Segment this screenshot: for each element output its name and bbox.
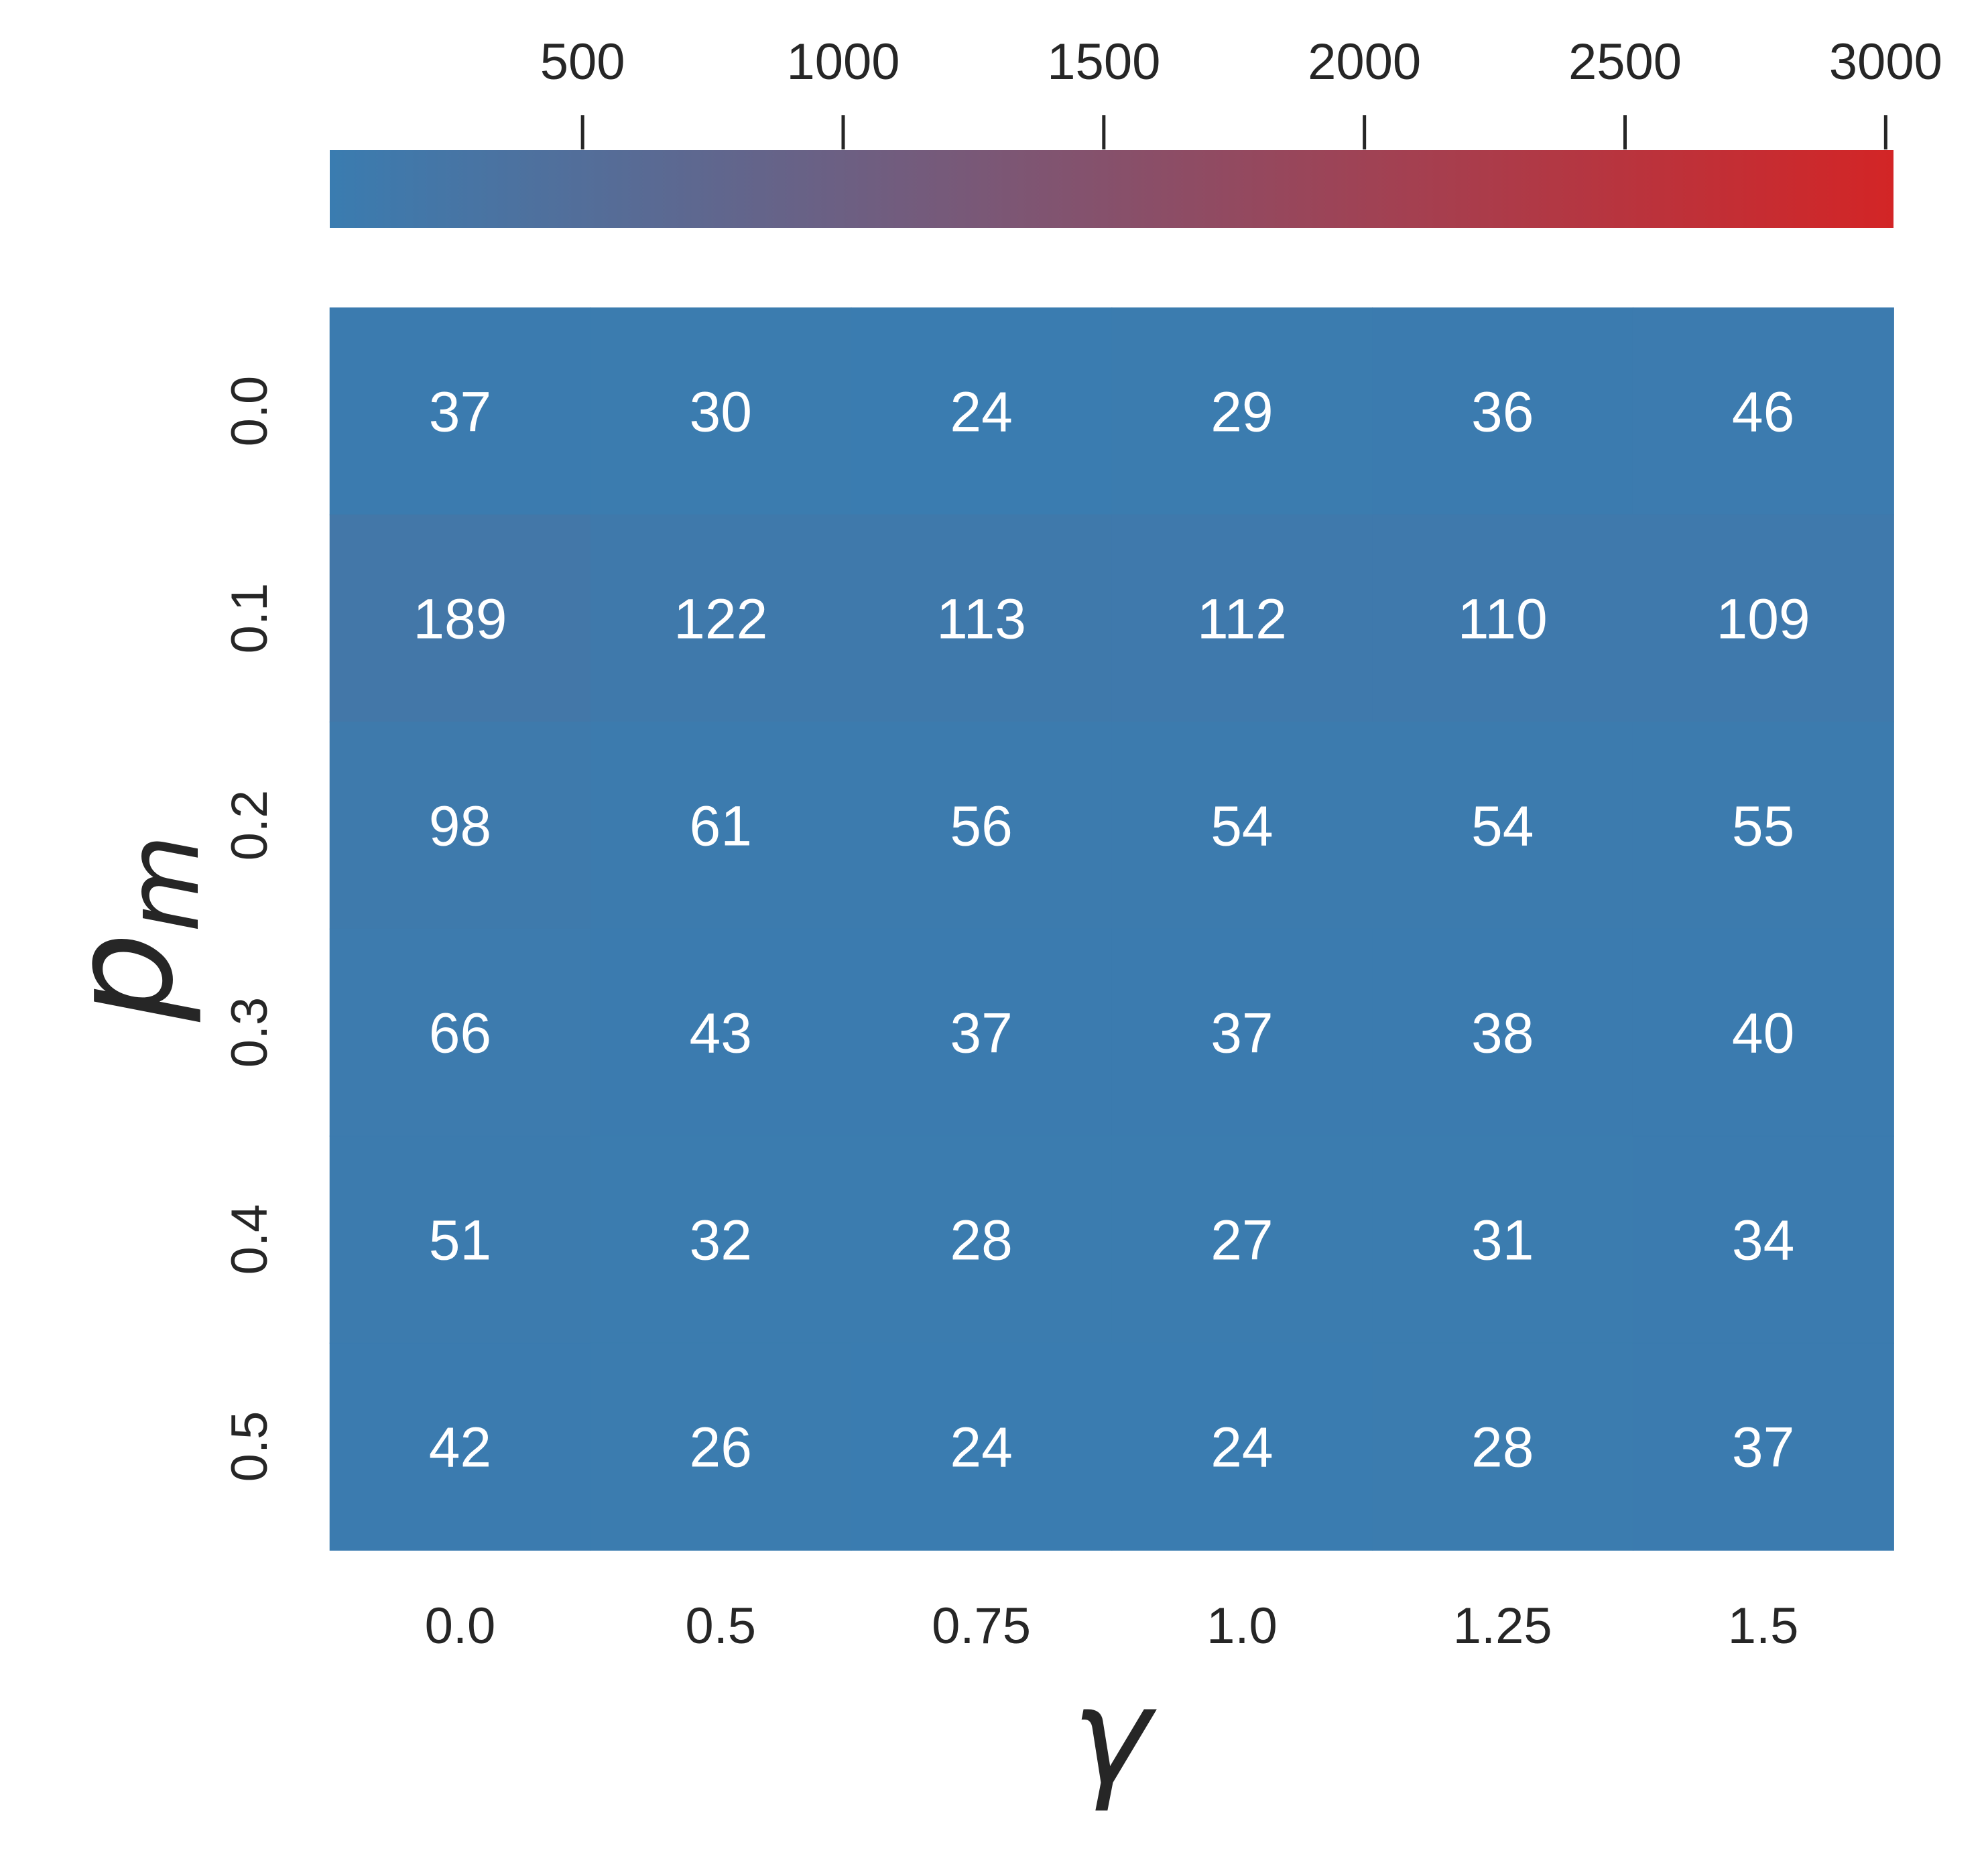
y-tick-label: 0.4 (221, 1204, 278, 1275)
cell-value-label: 28 (1471, 1416, 1534, 1479)
y-tick-label: 0.1 (221, 583, 278, 654)
colorbar-tick-label: 1500 (1047, 34, 1160, 90)
cell-value-label: 54 (1471, 795, 1534, 858)
heatmap-cell (851, 928, 1113, 1137)
cell-value-label: 46 (1732, 381, 1794, 444)
cell-value-label: 56 (950, 795, 1012, 858)
cell-value-label: 113 (936, 588, 1026, 651)
heatmap-cell (329, 1135, 591, 1344)
cell-value-label: 43 (690, 1002, 752, 1065)
heatmap-cell (329, 721, 591, 929)
x-tick-label: 1.0 (1206, 1598, 1278, 1655)
cell-value-label: 122 (674, 588, 767, 651)
cell-value-label: 51 (429, 1209, 491, 1272)
heatmap-cell (1632, 307, 1894, 515)
cell-value-label: 38 (1471, 1002, 1534, 1065)
y-axis-title: pm (40, 834, 222, 1022)
cell-value-label: 24 (950, 1416, 1012, 1479)
heatmap-cell (851, 1135, 1113, 1344)
heatmap-cell (851, 514, 1113, 722)
cell-value-label: 27 (1210, 1209, 1273, 1272)
colorbar: 500 1000 1500 2000 2500 3000 (330, 34, 1942, 228)
x-tick-label: 0.75 (932, 1598, 1031, 1655)
cell-value-label: 55 (1732, 795, 1794, 858)
heatmap-cell (590, 928, 852, 1137)
cell-value-label: 37 (1210, 1002, 1273, 1065)
cell-value-label: 112 (1197, 588, 1287, 651)
cell-value-label: 66 (429, 1002, 491, 1065)
heatmap-cell (329, 307, 591, 515)
cell-value-label: 36 (1471, 381, 1534, 444)
cell-value-label: 31 (1471, 1209, 1534, 1272)
cell-value-label: 32 (690, 1209, 752, 1272)
heatmap-cell (1372, 1342, 1634, 1551)
x-tick-label: 1.5 (1728, 1598, 1799, 1655)
cell-value-label: 61 (690, 795, 752, 858)
heatmap-cell (1111, 928, 1373, 1137)
cell-value-label: 34 (1732, 1209, 1794, 1272)
heatmap-cell (590, 1135, 852, 1344)
heatmap-cell (1632, 1342, 1894, 1551)
cell-value-label: 30 (690, 381, 752, 444)
x-tick-label: 0.5 (685, 1598, 756, 1655)
heatmap-cell (590, 307, 852, 515)
colorbar-tick-label: 3000 (1829, 34, 1942, 90)
cell-value-label: 37 (429, 381, 491, 444)
colorbar-gradient (330, 150, 1893, 228)
cell-value-label: 37 (1732, 1416, 1794, 1479)
cell-value-label: 109 (1717, 588, 1810, 651)
heatmap-cell (1372, 307, 1634, 515)
heatmap-cell (1372, 721, 1634, 929)
heatmap-cell (329, 514, 591, 722)
heatmap-cell (329, 1342, 591, 1551)
cell-value-label: 26 (690, 1416, 752, 1479)
y-tick-label: 0.3 (221, 997, 278, 1068)
heatmap-cell (1111, 1135, 1373, 1344)
colorbar-tick-label: 1000 (786, 34, 899, 90)
heatmap-cell (1111, 514, 1373, 722)
cell-value-label: 28 (950, 1209, 1012, 1272)
cell-value-label: 24 (950, 381, 1012, 444)
heatmap-cell (1372, 1135, 1634, 1344)
y-tick-label: 0.0 (221, 376, 278, 447)
heatmap-cell (1372, 514, 1634, 722)
cell-value-label: 189 (413, 588, 507, 651)
heatmap-cell (329, 928, 591, 1137)
cell-value-label: 98 (429, 795, 491, 858)
heatmap-cell (1111, 1342, 1373, 1551)
heatmap-cell (590, 514, 852, 722)
heatmap-cell (1632, 721, 1894, 929)
y-tick-label: 0.2 (221, 790, 278, 861)
heatmap-cell (590, 721, 852, 929)
x-axis-title: γ (1072, 1659, 1158, 1815)
x-tick-label: 1.25 (1453, 1598, 1552, 1655)
heatmap-cells: 37 30 24 29 36 46 189 122 113 112 110 109 98 61 56 54 54… (329, 307, 1894, 1551)
heatmap-cell (1111, 307, 1373, 515)
cell-value-label: 40 (1732, 1002, 1794, 1065)
heatmap-cell (1372, 928, 1634, 1137)
x-axis-ticks: 0.0 0.5 0.75 1.0 1.25 1.5 (425, 1598, 1799, 1655)
y-axis-ticks: 0.0 0.1 0.2 0.3 0.4 0.5 (221, 376, 278, 1482)
heatmap-cell (1632, 1135, 1894, 1344)
colorbar-tick-label: 500 (540, 34, 625, 90)
cell-value-label: 42 (429, 1416, 491, 1479)
colorbar-tick-label: 2500 (1568, 34, 1682, 90)
heatmap-cell (590, 1342, 852, 1551)
cell-value-label: 24 (1210, 1416, 1273, 1479)
colorbar-tick-label: 2000 (1308, 34, 1421, 90)
x-tick-label: 0.0 (425, 1598, 496, 1655)
cell-value-label: 54 (1210, 795, 1273, 858)
cell-value-label: 110 (1458, 588, 1548, 651)
cell-value-label: 37 (950, 1002, 1012, 1065)
heatmap-cell (1632, 514, 1894, 722)
heatmap-cell (1632, 928, 1894, 1137)
y-tick-label: 0.5 (221, 1411, 278, 1482)
heatmap-cell (851, 1342, 1113, 1551)
cell-value-label: 29 (1210, 381, 1273, 444)
heatmap-cell (851, 307, 1113, 515)
